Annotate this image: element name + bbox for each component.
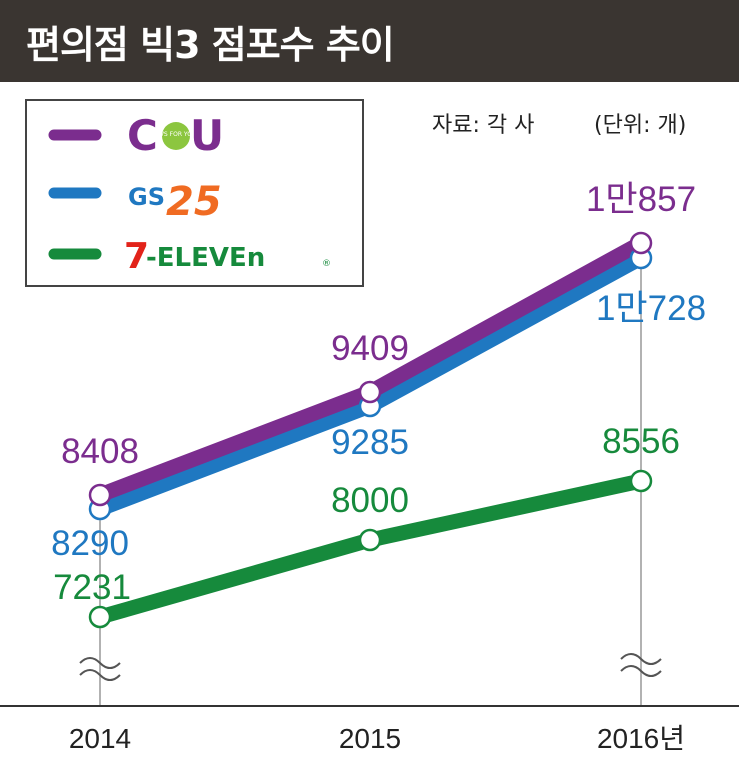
axis-break-right xyxy=(620,653,662,677)
seven-eleven-logo: 7 -ELEVEn ® xyxy=(124,236,331,277)
svg-text:CVS FOR YOU: CVS FOR YOU xyxy=(156,131,197,138)
data-label-seven-2016년: 8556 xyxy=(602,422,680,461)
unit-note: (단위: 개) xyxy=(594,113,686,138)
svg-text:U: U xyxy=(190,111,224,160)
data-point-cu-2015 xyxy=(358,380,382,404)
data-point-cu-2014 xyxy=(88,483,112,507)
data-label-gs25-2014: 8290 xyxy=(51,524,129,563)
data-label-cu-2014: 8408 xyxy=(61,432,139,471)
svg-text:25: 25 xyxy=(166,179,222,225)
series-labels: 7231 8000 8556 8290 9285 1만728 8408 9409 1만857 xyxy=(51,180,706,607)
svg-text:®: ® xyxy=(322,259,331,269)
svg-text:7: 7 xyxy=(124,236,149,277)
data-label-seven-2015: 8000 xyxy=(331,481,409,520)
x-tick-label-2: 2016년 xyxy=(597,723,685,754)
gs25-logo: GS 25 xyxy=(128,179,222,225)
data-point-cu-2016년 xyxy=(629,231,653,255)
data-label-cu-2016년: 1만857 xyxy=(586,180,696,219)
cu-logo: C CVS FOR YOU U xyxy=(127,111,224,160)
svg-text:GS: GS xyxy=(128,183,165,211)
legend: C CVS FOR YOU U GS 25 7 -ELEVEn ® xyxy=(25,99,364,287)
x-tick-label-0: 2014 xyxy=(69,723,131,754)
data-point-seven-2016년 xyxy=(629,469,653,493)
axis-break-left xyxy=(79,657,121,681)
svg-text:-ELEVEn: -ELEVEn xyxy=(146,243,265,273)
series-markers xyxy=(88,231,653,629)
data-point-seven-2014 xyxy=(88,605,112,629)
x-tick-label-1: 2015 xyxy=(339,723,401,754)
data-point-seven-2015 xyxy=(358,528,382,552)
data-label-gs25-2016년: 1만728 xyxy=(596,289,706,328)
svg-text:C: C xyxy=(127,111,158,160)
chart-title: 편의점 빅3 점포수 추이 xyxy=(26,23,395,67)
x-tick-labels: 2014 2015 2016년 xyxy=(69,723,685,754)
data-label-gs25-2015: 9285 xyxy=(331,423,409,462)
data-label-cu-2015: 9409 xyxy=(331,329,409,368)
title-bar: 편의점 빅3 점포수 추이 xyxy=(0,0,739,82)
data-label-seven-2014: 7231 xyxy=(53,568,131,607)
source-note: 자료: 각 사 xyxy=(432,113,534,138)
